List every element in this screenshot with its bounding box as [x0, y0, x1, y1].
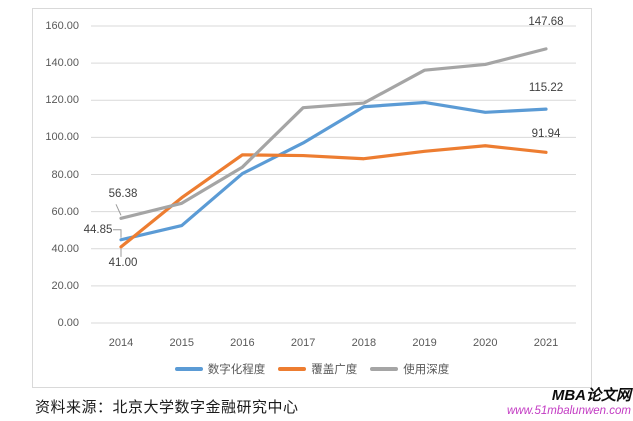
legend-item-1: 覆盖广度 [278, 361, 357, 377]
x-axis-tick-label: 2019 [412, 337, 437, 349]
data-label: 56.38 [108, 188, 138, 201]
watermark-site-name: MBA论文网 [551, 387, 631, 404]
series-line-2 [119, 47, 548, 220]
x-axis-tick-label: 2020 [473, 337, 498, 349]
y-axis-tick-label: 120.00 [45, 94, 79, 107]
series-line-1 [119, 144, 548, 249]
y-axis-tick-label: 140.00 [45, 57, 79, 70]
y-axis-tick-label: 40.00 [51, 242, 79, 255]
data-label: 147.68 [528, 15, 564, 28]
legend-item-0: 数字化程度 [174, 361, 266, 377]
line-chart: 数字化程度 覆盖广度 使用深度 0.00 20.00 40.00 60.00 80.00 10… [32, 8, 592, 388]
x-axis-tick-label: 2018 [351, 337, 377, 349]
plot-area [91, 25, 576, 324]
y-axis-tick-label: 20.00 [51, 279, 79, 292]
source-citation: 资料来源：北京大学数字金融研究中心 [35, 400, 299, 416]
data-label-leader-line [113, 229, 122, 238]
legend-line-swatch [278, 367, 307, 371]
legend-line-swatch [370, 367, 399, 371]
data-label: 44.85 [83, 223, 113, 236]
legend-label: 数字化程度 [207, 364, 266, 376]
data-label-leader-line [115, 204, 122, 216]
y-axis-tick-label: 60.00 [51, 205, 79, 218]
x-axis-tick-label: 2017 [290, 337, 316, 349]
series-line-0 [119, 100, 548, 242]
x-axis-tick-label: 2014 [108, 337, 134, 349]
watermark-url-link[interactable]: www.51mbalunwen.com [506, 404, 631, 417]
watermark: MBA论文网 www.51mbalunwen.com [506, 387, 631, 417]
legend-label: 使用深度 [403, 364, 450, 376]
data-label: 91.94 [531, 128, 561, 141]
y-axis-tick-label: 80.00 [51, 168, 79, 181]
legend-item-2: 使用深度 [370, 361, 449, 377]
chart-legend: 数字化程度 覆盖广度 使用深度 [33, 361, 591, 377]
y-axis-tick-label: 0.00 [57, 317, 79, 329]
legend-label: 覆盖广度 [311, 364, 358, 376]
data-label: 115.22 [528, 82, 564, 95]
legend-line-swatch [174, 367, 203, 371]
y-axis-tick-label: 100.00 [45, 131, 79, 144]
x-axis-tick-label: 2015 [169, 337, 194, 349]
data-label: 41.00 [108, 256, 138, 269]
x-axis-tick-label: 2021 [533, 337, 559, 349]
y-axis-tick-label: 160.00 [45, 20, 79, 32]
x-axis-tick-label: 2016 [230, 337, 255, 349]
